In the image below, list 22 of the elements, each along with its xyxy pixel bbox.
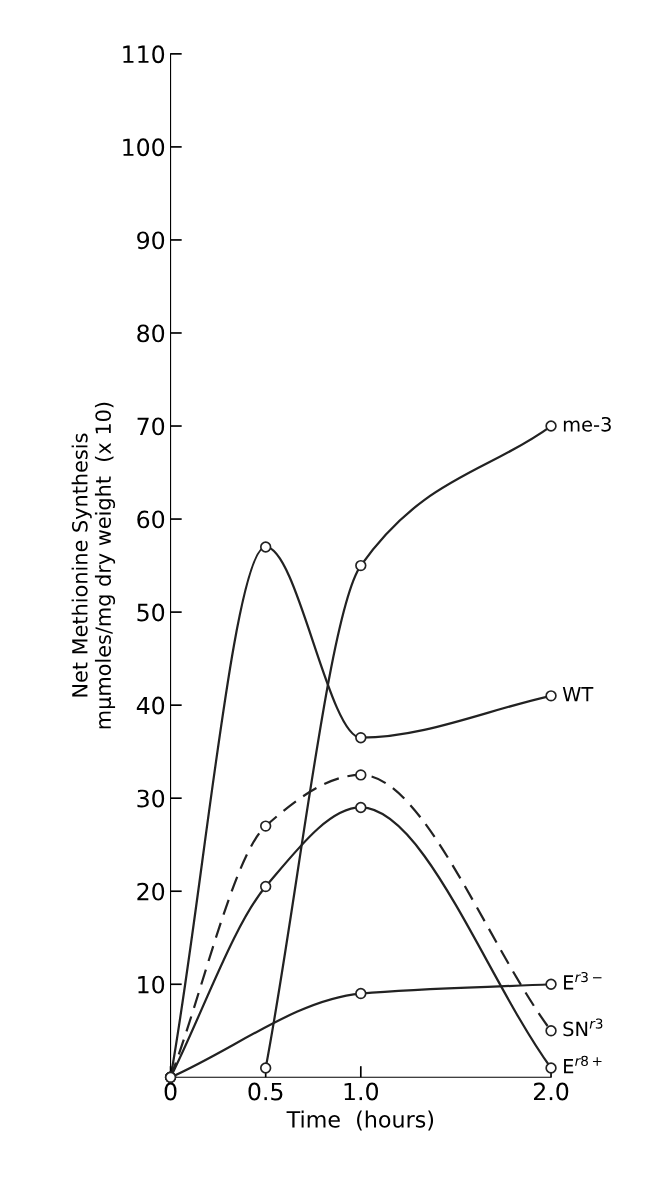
y-tick-label: 90	[137, 231, 165, 250]
y-tick-label: 50	[137, 603, 165, 622]
series-label: SN$^{r3}$	[563, 1018, 603, 1037]
y-tick-label: 30	[137, 789, 165, 808]
y-tick-label: 80	[137, 324, 165, 343]
y-tick-label: 70	[137, 417, 165, 436]
y-tick-label: 40	[136, 696, 165, 715]
y-axis-title: Net Methionine Synthesis mμmoles/mg dry weight (x 10)	[71, 402, 116, 729]
y-tick-label: 110	[123, 45, 165, 64]
x-tick-label: 1.0	[344, 1082, 379, 1101]
y-tick-label: 10	[138, 975, 165, 994]
x-tick-label: 2.0	[534, 1082, 569, 1101]
y-tick-label: 60	[137, 510, 165, 529]
x-tick-label: 0.5	[248, 1082, 283, 1101]
x-tick-label: 0	[164, 1082, 177, 1101]
series-label: E$^{r8+}$	[564, 1055, 602, 1074]
x-axis-title: Time (hours)	[286, 1110, 434, 1131]
y-tick-label: 20	[137, 882, 165, 901]
series-label: E$^{r3−}$	[564, 971, 602, 990]
y-tick-label: 100	[123, 138, 165, 157]
series-label: me-3	[563, 416, 611, 432]
series-label: WT	[562, 687, 594, 702]
